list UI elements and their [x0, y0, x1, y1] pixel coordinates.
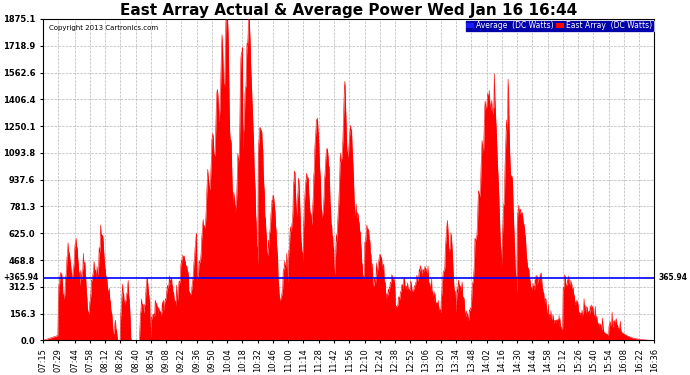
Text: +365.94: +365.94: [3, 273, 39, 282]
Text: Copyright 2013 Cartronics.com: Copyright 2013 Cartronics.com: [49, 26, 158, 32]
Legend: Average  (DC Watts), East Array  (DC Watts): Average (DC Watts), East Array (DC Watts…: [464, 20, 653, 32]
Title: East Array Actual & Average Power Wed Jan 16 16:44: East Array Actual & Average Power Wed Ja…: [120, 3, 578, 18]
Text: 365.94: 365.94: [659, 273, 688, 282]
